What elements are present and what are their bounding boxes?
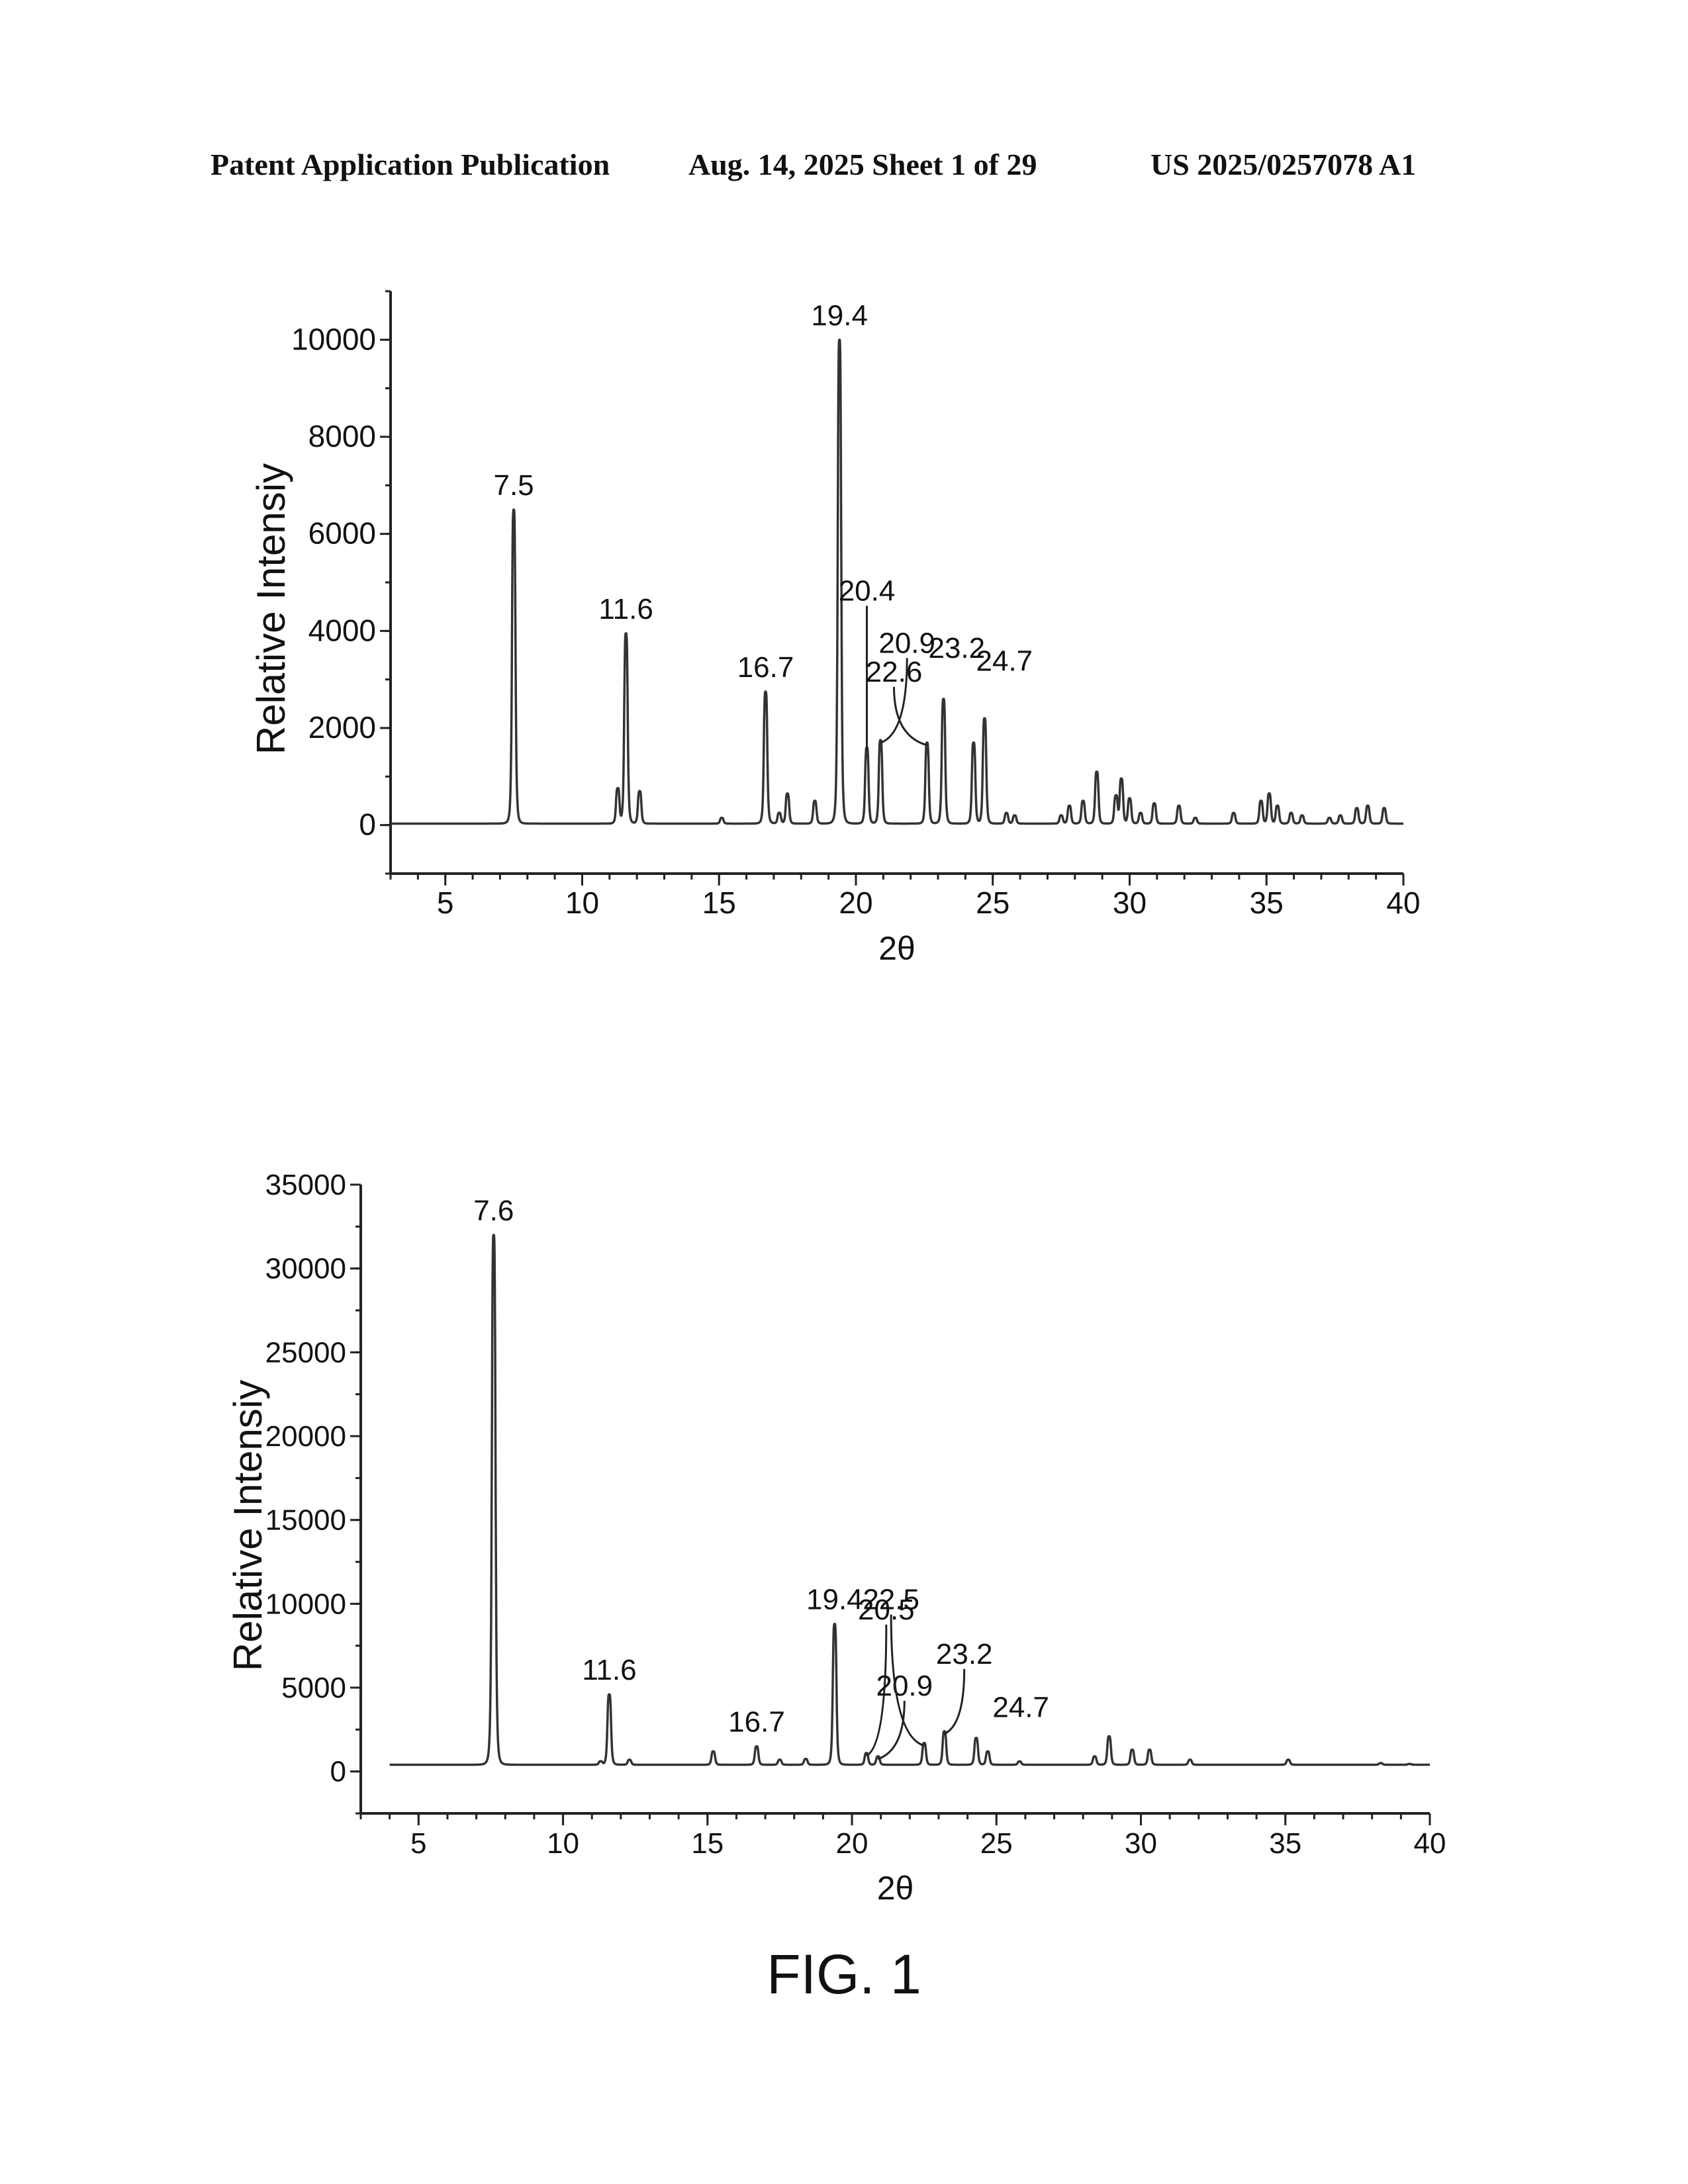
diffraction-trace [391, 340, 1403, 823]
peak-label: 20.9 [878, 627, 935, 659]
y-tick-label: 8000 [308, 419, 376, 453]
page-header: Patent Application Publication Aug. 14, … [0, 147, 1688, 187]
peak-label: 24.7 [976, 645, 1033, 677]
peak-label: 7.6 [473, 1195, 514, 1227]
x-tick-label: 10 [565, 886, 599, 920]
x-tick-label: 25 [976, 886, 1009, 920]
x-tick-label: 40 [1414, 1827, 1446, 1860]
peak-label: 20.9 [876, 1670, 933, 1702]
x-tick-label: 10 [547, 1827, 579, 1860]
x-tick-label: 35 [1250, 886, 1284, 920]
xrpd-chart-top-svg: 0 2000 4000 6000 8000 10000 5 10 15 20 25 30 35 40 2θ R… [0, 265, 1688, 993]
x-axis-label: 2θ [878, 930, 915, 967]
y-axis-label: Relative Intensiy [249, 463, 293, 754]
peak-label: 16.7 [737, 651, 794, 684]
peak-label: 19.4 [806, 1584, 863, 1616]
x-tick-label: 20 [839, 886, 872, 920]
y-tick-label: 0 [330, 1756, 346, 1788]
y-tick-label: 10000 [291, 322, 376, 356]
x-tick-label: 15 [691, 1827, 724, 1860]
y-tick-label: 20000 [265, 1420, 346, 1453]
publication-date-sheet: Aug. 14, 2025 Sheet 1 of 29 [688, 147, 1037, 182]
publication-title: Patent Application Publication [211, 147, 610, 182]
y-tick-label: 30000 [265, 1253, 346, 1285]
figure-label: FIG. 1 [0, 1942, 1688, 2007]
x-tick-label: 40 [1386, 886, 1420, 920]
y-tick-label: 25000 [265, 1336, 346, 1369]
peak-leader-line [945, 1669, 964, 1734]
peak-leader-line [894, 687, 927, 745]
xrpd-chart-bottom-svg: 0 5000 10000 15000 20000 25000 30000 35000 5 10 15… [0, 1152, 1688, 1946]
xrpd-chart-top: 0 2000 4000 6000 8000 10000 5 10 15 20 25 30 35 40 2θ R… [0, 265, 1688, 993]
publication-number: US 2025/0257078 A1 [1150, 147, 1416, 182]
peak-label: 23.2 [936, 1638, 993, 1670]
x-tick-label: 25 [980, 1827, 1013, 1860]
peak-label: 11.6 [582, 1654, 636, 1686]
peak-label: 7.5 [493, 469, 534, 502]
peak-label: 19.4 [811, 299, 868, 332]
x-axis-label: 2θ [877, 1870, 914, 1907]
peak-label: 16.7 [728, 1706, 785, 1739]
y-tick-label: 5000 [281, 1672, 346, 1704]
x-tick-label: 35 [1269, 1827, 1301, 1860]
y-tick-label: 35000 [265, 1169, 346, 1201]
x-tick-label: 15 [702, 886, 736, 920]
y-tick-label: 2000 [308, 710, 376, 745]
xrpd-chart-bottom: 0 5000 10000 15000 20000 25000 30000 35000 5 10 15… [0, 1152, 1688, 1946]
x-tick-label: 30 [1125, 1827, 1157, 1860]
peak-label: 24.7 [992, 1691, 1049, 1723]
peak-label: 20.4 [839, 574, 896, 607]
peak-label: 11.6 [598, 593, 653, 625]
peak-label: 22.5 [863, 1584, 919, 1616]
y-axis-label: Relative Intensiy [226, 1380, 270, 1671]
y-tick-label: 15000 [265, 1504, 346, 1537]
x-tick-label: 5 [410, 1827, 426, 1860]
x-tick-label: 20 [836, 1827, 868, 1860]
y-tick-label: 4000 [308, 613, 376, 647]
y-tick-label: 10000 [265, 1588, 346, 1620]
x-tick-label: 30 [1113, 886, 1147, 920]
y-tick-label: 6000 [308, 516, 376, 551]
x-tick-label: 5 [437, 886, 454, 920]
y-tick-label: 0 [359, 807, 376, 842]
peak-label: 22.6 [866, 656, 923, 688]
